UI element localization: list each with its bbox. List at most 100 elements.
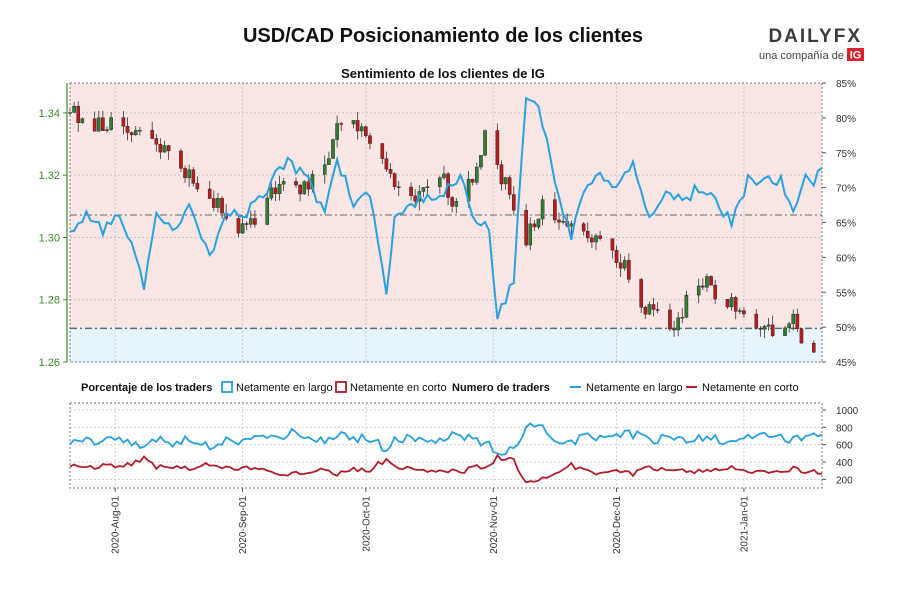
candle (96, 117, 101, 132)
candle (212, 198, 216, 208)
candle (195, 183, 200, 190)
candle (368, 135, 372, 144)
candle (512, 194, 516, 211)
legend-label: Netamente en largo (586, 382, 683, 394)
candle (121, 117, 126, 127)
brand-name: DAILYFX (768, 26, 862, 47)
candle (729, 297, 734, 308)
candle (72, 105, 76, 113)
candle (479, 155, 483, 168)
chart-title: USD/CAD Posicionamiento de los clientes (243, 25, 643, 47)
candle (244, 223, 249, 225)
candle (302, 181, 307, 195)
candle (742, 310, 746, 315)
percent-tick-label: 75% (836, 149, 856, 160)
candle (265, 197, 270, 225)
count-tick-label: 800 (836, 423, 853, 434)
price-tick-label: 1.32 (39, 170, 60, 182)
date-tick-label: 2020-Sep-01 (238, 496, 249, 554)
candle (438, 177, 442, 187)
candle (421, 187, 426, 192)
legend-label: Netamente en corto (350, 382, 447, 394)
candle (614, 249, 619, 263)
candle (622, 260, 627, 269)
candle (413, 195, 417, 202)
candle (396, 186, 401, 188)
candle (105, 129, 109, 131)
candle (676, 317, 680, 331)
legend-label: Netamente en largo (236, 382, 333, 394)
candle (553, 199, 557, 221)
candle (585, 230, 590, 239)
percent-tick-label: 70% (836, 184, 856, 195)
legend-label: Numero de traders (452, 382, 550, 394)
brand-tagline: una compañía de (759, 50, 844, 62)
count-tick-label: 1000 (836, 406, 859, 417)
top-frame (69, 82, 823, 363)
candle (236, 218, 241, 234)
candle (240, 223, 245, 234)
candle (507, 177, 512, 195)
candle (339, 123, 344, 125)
date-tick-label: 2021-Jan-01 (739, 496, 750, 553)
ig-badge (847, 48, 864, 61)
candle (590, 237, 594, 243)
candle (705, 276, 709, 288)
candle (684, 294, 689, 318)
legend-swatch (335, 381, 347, 393)
price-tick-label: 1.30 (39, 232, 60, 244)
candle (425, 186, 430, 188)
candle (738, 310, 742, 312)
candle (672, 328, 676, 331)
price-sentiment-panel: 1.26 1.28 1.30 1.32 1.34 45% 50% 55% 60% 65% 70% 7… (39, 79, 857, 369)
candle (795, 313, 800, 329)
candle (503, 177, 508, 185)
candle (483, 130, 487, 156)
net-long-percent-line (69, 96, 823, 320)
candle (125, 125, 130, 133)
candle (355, 120, 360, 132)
count-axis-ticks: 200 400 600 800 1000 (822, 406, 859, 486)
legend-swatch (221, 381, 233, 393)
candle (331, 139, 335, 159)
candle (528, 223, 533, 246)
candle (281, 181, 286, 185)
candle (598, 235, 602, 239)
percent-tick-label: 55% (836, 288, 856, 299)
candle (150, 129, 154, 139)
candle (359, 126, 364, 132)
date-tick-label: 2020-Dec-01 (612, 496, 623, 554)
candle (187, 169, 191, 179)
candle (80, 118, 85, 123)
price-candles (68, 101, 816, 353)
bottom-frame (69, 402, 823, 489)
candle (733, 297, 738, 312)
legend-label: Netamente en corto (702, 382, 799, 394)
count-tick-label: 600 (836, 441, 853, 452)
top-grid (70, 83, 822, 363)
percent-tick-label: 60% (836, 253, 856, 264)
candle (680, 317, 685, 319)
candle (154, 138, 159, 145)
candle (191, 169, 196, 184)
candle (610, 238, 615, 251)
percent-axis-ticks: 45% 50% 55% 60% 65% 70% 75% 80% 85% (822, 79, 856, 369)
price-axis-ticks: 1.26 1.28 1.30 1.32 1.34 (39, 108, 67, 369)
candle (183, 168, 187, 179)
percent-tick-label: 85% (836, 79, 856, 90)
candle (787, 323, 791, 329)
candle (216, 197, 220, 208)
candle (499, 164, 504, 185)
candle (388, 169, 393, 174)
candle (766, 324, 771, 327)
candle (392, 173, 397, 187)
date-tick-label: 2020-Oct-01 (361, 496, 372, 552)
candle (364, 126, 368, 136)
candle (783, 327, 787, 336)
candle (298, 184, 302, 195)
candle (327, 158, 331, 165)
candle (76, 105, 81, 123)
candle (158, 143, 163, 153)
count-tick-label: 200 (836, 475, 853, 486)
